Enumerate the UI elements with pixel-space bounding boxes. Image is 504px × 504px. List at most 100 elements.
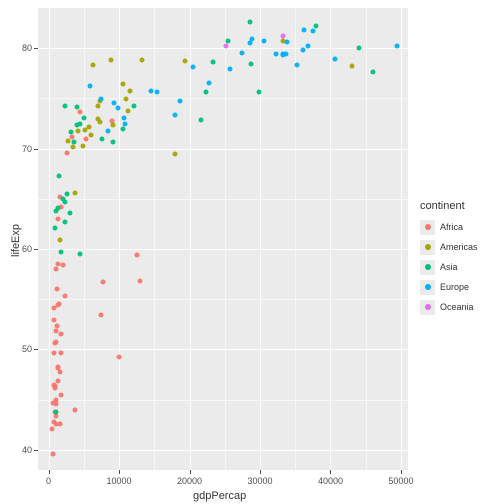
x-tick-label: 30000 <box>247 476 272 486</box>
data-point <box>58 351 63 356</box>
data-point <box>54 208 59 213</box>
data-point <box>295 63 300 68</box>
x-tick-mark <box>190 470 191 474</box>
data-point <box>285 40 290 45</box>
y-tick-mark <box>34 249 38 250</box>
data-point <box>53 267 58 272</box>
y-tick-mark <box>34 349 38 350</box>
x-tick-label: 10000 <box>107 476 132 486</box>
gridline-minor-h <box>38 299 408 300</box>
data-point <box>110 122 115 127</box>
data-point <box>111 139 116 144</box>
data-point <box>122 121 127 126</box>
legend-label: Americas <box>440 242 478 252</box>
gridline-minor-v <box>225 8 226 470</box>
gridline-major-h <box>38 48 408 49</box>
legend-dot-icon <box>425 284 431 290</box>
gridline-major-v <box>190 8 191 470</box>
data-point <box>207 81 212 86</box>
y-tick-label: 50 <box>16 344 32 354</box>
panel-background <box>38 8 408 470</box>
data-point <box>88 84 93 89</box>
data-point <box>71 139 76 144</box>
legend-label: Asia <box>440 262 458 272</box>
data-point <box>58 332 63 337</box>
legend-label: Oceania <box>440 302 474 312</box>
data-point <box>95 104 100 109</box>
data-point <box>100 136 105 141</box>
data-point <box>178 99 183 104</box>
data-point <box>155 90 160 95</box>
data-point <box>280 52 285 57</box>
x-tick-label: 20000 <box>177 476 202 486</box>
data-point <box>333 57 338 62</box>
data-point <box>57 369 62 374</box>
legend-item: Asia <box>420 258 478 276</box>
data-point <box>57 173 62 178</box>
data-point <box>50 426 55 431</box>
data-point <box>248 62 253 67</box>
data-point <box>88 132 93 137</box>
data-point <box>138 279 143 284</box>
data-point <box>100 280 105 285</box>
data-point <box>191 65 196 70</box>
data-point <box>62 294 67 299</box>
legend-key <box>420 280 435 295</box>
data-point <box>300 48 305 53</box>
data-point <box>52 318 57 323</box>
y-tick-label: 60 <box>16 244 32 254</box>
data-point <box>109 58 114 63</box>
legend-key <box>420 240 435 255</box>
data-point <box>83 127 88 132</box>
gridline-major-v <box>119 8 120 470</box>
legend-dot-icon <box>425 224 431 230</box>
data-point <box>57 238 62 243</box>
data-point <box>62 219 67 224</box>
gridline-major-v <box>49 8 50 470</box>
data-point <box>249 37 254 42</box>
y-tick-label: 80 <box>16 43 32 53</box>
x-tick-label: 50000 <box>388 476 413 486</box>
gridline-minor-h <box>38 400 408 401</box>
gridline-minor-v <box>295 8 296 470</box>
data-point <box>98 97 103 102</box>
gridline-minor-v <box>366 8 367 470</box>
data-point <box>301 28 306 33</box>
data-point <box>67 210 72 215</box>
data-point <box>203 90 208 95</box>
y-tick-mark <box>34 450 38 451</box>
data-point <box>77 110 82 115</box>
plot-panel <box>38 8 408 470</box>
legend-key <box>420 220 435 235</box>
data-point <box>55 262 60 267</box>
data-point <box>115 106 120 111</box>
data-point <box>139 58 144 63</box>
data-point <box>224 44 229 49</box>
gridline-major-h <box>38 249 408 250</box>
legend-key <box>420 260 435 275</box>
data-point <box>56 216 61 221</box>
data-point <box>117 354 122 359</box>
x-tick-mark <box>119 470 120 474</box>
data-point <box>127 89 132 94</box>
x-tick-mark <box>260 470 261 474</box>
gridline-minor-v <box>84 8 85 470</box>
data-point <box>173 151 178 156</box>
data-point <box>63 104 68 109</box>
data-point <box>51 351 56 356</box>
data-point <box>73 190 78 195</box>
gridline-major-h <box>38 450 408 451</box>
data-point <box>69 129 74 134</box>
data-point <box>173 113 178 118</box>
data-point <box>77 252 82 257</box>
data-point <box>76 128 81 133</box>
gridline-major-v <box>330 8 331 470</box>
gridline-minor-h <box>38 199 408 200</box>
gridline-major-v <box>401 8 402 470</box>
data-point <box>131 104 136 109</box>
data-point <box>124 97 129 102</box>
data-point <box>210 60 215 65</box>
legend: continent AfricaAmericasAsiaEuropeOceani… <box>420 200 478 318</box>
data-point <box>51 419 56 424</box>
data-point <box>81 116 86 121</box>
